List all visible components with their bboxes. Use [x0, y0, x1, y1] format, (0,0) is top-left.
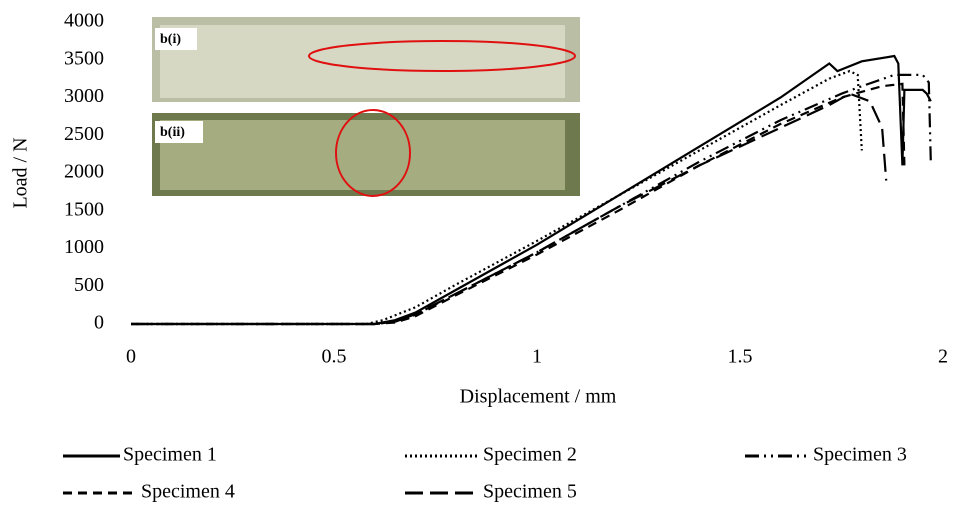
data-line [131, 92, 888, 326]
legend-label: Specimen 2 [483, 444, 577, 466]
x-tick-label: 0.5 [322, 346, 347, 368]
legend-label: Specimen 4 [141, 481, 235, 503]
inset-label-box [155, 28, 197, 50]
inset-photo-specimen [160, 120, 565, 190]
legend-label: Specimen 5 [483, 481, 577, 503]
x-tick-label: 0 [126, 346, 136, 368]
y-axis-title: Load / N [10, 137, 32, 208]
x-tick-label: 2 [938, 346, 948, 368]
x-axis-title: Displacement / mm [460, 386, 617, 408]
y-tick-label: 500 [74, 274, 104, 296]
highlight-ellipse [335, 109, 411, 197]
inset-label: b(ii) [160, 125, 185, 140]
x-tick-label: 1.5 [728, 346, 753, 368]
inset-images: b(i) b(ii) [152, 17, 580, 197]
y-tick-label: 4000 [64, 10, 104, 32]
y-tick-label: 1500 [64, 198, 104, 220]
y-tick-label: 3500 [64, 47, 104, 69]
data-line [131, 54, 932, 326]
data-line [131, 73, 932, 326]
data-line [131, 69, 863, 326]
y-tick-label: 2000 [64, 161, 104, 183]
highlight-ellipse [308, 40, 576, 72]
y-tick-label: 1000 [64, 236, 104, 258]
x-tick-label: 1 [532, 346, 542, 368]
y-tick-label: 3000 [64, 85, 104, 107]
inset-photo-specimen [160, 25, 565, 98]
inset-label: b(i) [160, 32, 181, 47]
legend-label: Specimen 3 [813, 444, 907, 466]
y-tick-label: 2500 [64, 123, 104, 145]
legend-label: Specimen 1 [123, 444, 217, 466]
y-tick-label: 0 [94, 312, 104, 334]
inset-label-box [155, 121, 203, 143]
